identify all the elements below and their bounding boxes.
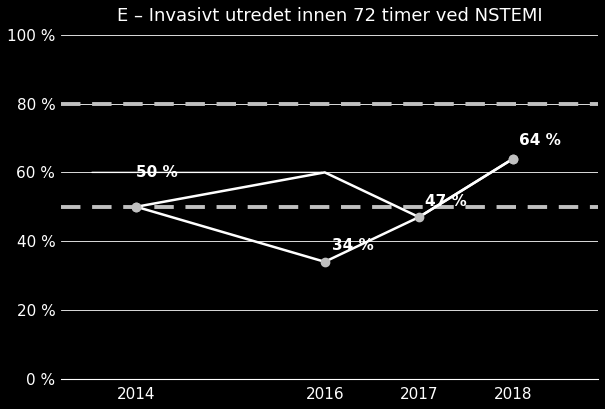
Text: 34 %: 34 %	[332, 238, 373, 254]
Title: E – Invasivt utredet innen 72 timer ved NSTEMI: E – Invasivt utredet innen 72 timer ved …	[117, 7, 542, 25]
Text: 50 %: 50 %	[136, 165, 178, 180]
Text: 47 %: 47 %	[425, 194, 466, 209]
Text: 64 %: 64 %	[519, 133, 561, 148]
